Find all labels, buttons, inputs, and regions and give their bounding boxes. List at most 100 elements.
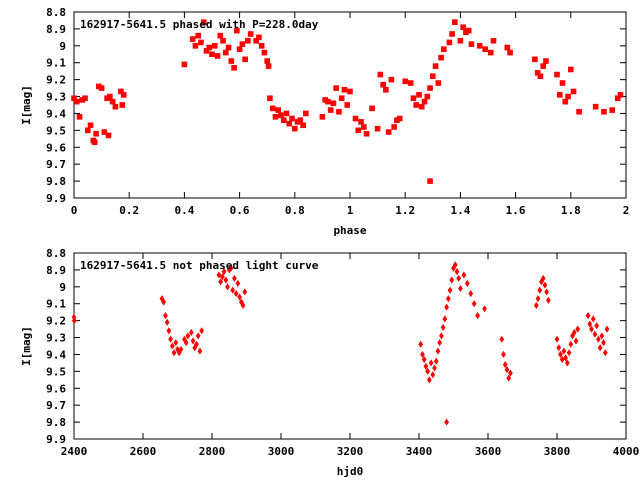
phased-data-point (198, 39, 204, 46)
raw-x-axis-label: hjd0 (337, 465, 364, 478)
raw-data-point (540, 274, 546, 282)
phased-data-point (98, 85, 105, 91)
raw-data-point (575, 325, 581, 333)
phased-data-point (336, 108, 342, 115)
phased-data-point (195, 32, 201, 39)
raw-data-point (166, 327, 172, 335)
raw-data-point (440, 323, 446, 331)
raw-data-point (501, 350, 506, 358)
raw-data-point (475, 312, 481, 320)
phased-data-point (338, 95, 345, 102)
phased-data-point (609, 107, 616, 113)
raw-data-point (589, 325, 594, 333)
raw-data-point (508, 369, 513, 377)
raw-x-tick-label: 4000 (613, 445, 640, 458)
phased-data-point (554, 71, 560, 78)
phased-data-point (565, 93, 571, 100)
phased-data-point (601, 108, 607, 115)
raw-data-points (71, 261, 610, 426)
raw-data-point (568, 340, 574, 348)
raw-data-point (188, 328, 194, 337)
phased-data-point (537, 73, 544, 80)
raw-data-point (546, 296, 551, 304)
phased-data-point (247, 31, 254, 37)
raw-y-axis-label: I[mag] (20, 326, 33, 366)
raw-data-point (171, 349, 177, 357)
raw-data-point (502, 361, 508, 369)
raw-data-point (564, 359, 570, 367)
phased-data-point (567, 66, 574, 73)
phased-data-point (449, 31, 455, 37)
raw-data-point (482, 305, 487, 313)
phased-data-point (435, 80, 442, 86)
phased-data-point (73, 98, 80, 105)
phased-data-point (476, 43, 483, 49)
phased-x-tick-label: 2 (623, 204, 630, 217)
phased-y-tick-label: 8.9 (46, 23, 66, 36)
phased-y-tick-label: 9.9 (46, 192, 66, 205)
phased-data-point (490, 37, 497, 44)
phased-data-point (576, 108, 582, 115)
phased-data-point (427, 178, 433, 184)
phased-data-point (374, 125, 381, 132)
raw-data-point (232, 274, 237, 282)
raw-x-tick-label: 2600 (130, 445, 157, 458)
phased-data-point (355, 127, 362, 134)
phased-data-point (109, 98, 116, 105)
phased-data-point (223, 49, 229, 56)
raw-data-point (225, 283, 230, 291)
raw-data-point (563, 354, 568, 362)
phased-y-tick-label: 9.7 (46, 158, 66, 171)
raw-x-tick-label: 3000 (268, 445, 295, 458)
raw-data-point (199, 327, 205, 335)
phased-y-tick-label: 9.2 (46, 74, 66, 87)
raw-data-point (594, 322, 600, 330)
phased-data-point (217, 32, 224, 39)
raw-data-point (430, 371, 436, 379)
phased-x-tick-label: 1.4 (450, 204, 470, 217)
raw-data-point (218, 278, 223, 286)
raw-x-tick-label: 2800 (199, 445, 226, 458)
raw-y-tick-label: 9.5 (46, 365, 66, 378)
raw-data-point (544, 288, 550, 296)
raw-data-point (185, 332, 191, 340)
raw-data-point (468, 290, 474, 298)
raw-data-point (425, 367, 430, 375)
phased-light-curve-panel: 0 0.2 0.4 0.6 0.8 1 1.2 1.4 1.6 1.8 2 8.8 8.9 9 9.1 9.… (20, 6, 629, 237)
phased-data-point (283, 110, 290, 117)
phased-data-point (543, 58, 549, 64)
raw-data-point (452, 261, 458, 269)
phased-y-tick-labels: 8.8 8.9 9 9.1 9.2 9.3 9.4 9.5 9.6 9.7 9.8 9.9 (46, 6, 66, 205)
raw-data-point (173, 339, 179, 347)
phased-data-point (396, 115, 403, 122)
phased-data-point (286, 120, 293, 127)
raw-y-tick-label: 8.8 (46, 247, 66, 260)
phased-x-tick-label: 0.8 (285, 204, 305, 217)
phased-y-tick-label: 9.5 (46, 124, 66, 137)
raw-data-point (435, 347, 441, 355)
phased-data-point (421, 98, 428, 105)
raw-data-point (535, 295, 541, 303)
phased-data-point (258, 43, 265, 49)
raw-data-point (506, 374, 512, 382)
raw-data-point (571, 328, 577, 337)
raw-data-point (601, 339, 606, 347)
phased-data-point (570, 88, 577, 95)
phased-x-tick-label: 0.4 (174, 204, 194, 217)
raw-data-point (228, 264, 234, 272)
phased-data-point (119, 102, 126, 108)
phased-data-point (272, 114, 279, 120)
raw-data-point (471, 300, 477, 308)
phased-data-point (267, 95, 273, 102)
raw-data-point (242, 288, 248, 296)
raw-y-tick-label: 9.3 (46, 332, 66, 345)
phased-data-point (556, 92, 563, 98)
raw-data-point (533, 301, 539, 309)
phased-data-point (559, 80, 566, 86)
phased-data-point (617, 92, 624, 98)
raw-data-point (444, 418, 449, 426)
phased-y-axis-label: I[mag] (20, 85, 33, 125)
raw-data-point (194, 340, 199, 348)
phased-data-point (261, 49, 268, 56)
